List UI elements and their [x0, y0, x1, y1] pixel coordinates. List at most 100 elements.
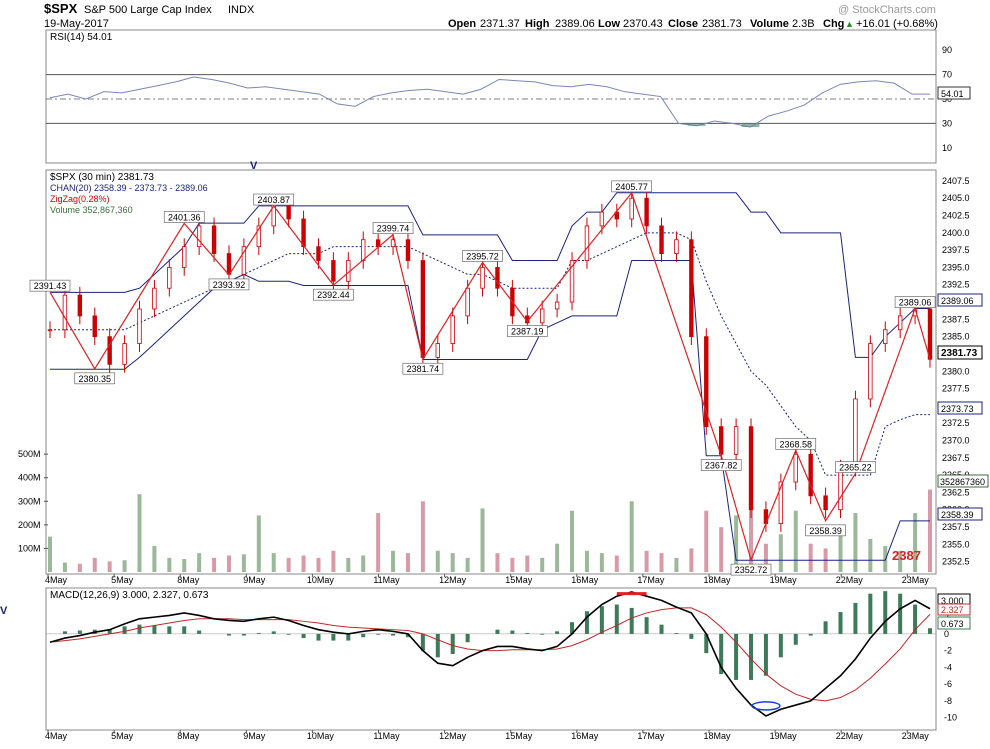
price-bar-body: [361, 239, 366, 261]
histogram-value-box: 0.673: [937, 616, 971, 630]
price-bar-body: [420, 260, 426, 358]
low-label: Low: [598, 18, 620, 30]
macd-histogram-bar: [316, 633, 321, 641]
channel-legend: CHAN(20) 2358.39 - 2373.73 - 2389.06: [50, 183, 208, 193]
price-tick-label: 2372.5: [942, 418, 970, 428]
volume-bar: [570, 510, 575, 572]
macd-highlight-ellipse: [751, 701, 781, 711]
volume-bar: [271, 553, 276, 572]
zigzag-label: 2368.58: [779, 439, 812, 449]
volume-label: Volume: [750, 18, 789, 30]
price-bar-body: [47, 329, 53, 332]
watermark: @ StockCharts.com: [838, 4, 936, 16]
volume-bar: [212, 557, 217, 572]
svg-text:2381.73: 2381.73: [941, 348, 978, 359]
date-tick-label: 23May: [902, 575, 930, 585]
volume-tick-label: 400M: [18, 473, 41, 483]
price-bar-body: [316, 246, 321, 261]
macd-histogram-bar: [614, 604, 619, 634]
volume-bar: [331, 550, 336, 572]
volume-bar: [77, 563, 82, 572]
zigzag-label-box: [163, 211, 205, 223]
zigzag-label-box: [74, 372, 116, 385]
volume-bar: [405, 553, 410, 572]
volume-bar: [659, 553, 664, 572]
date-tick-label: 5May: [111, 731, 134, 741]
price-tick-label: 2380.0: [942, 366, 970, 376]
price-bar-body: [883, 329, 888, 344]
date-tick-label: 11May: [373, 731, 400, 741]
macd-histogram-bar: [808, 633, 813, 636]
price-bar-body: [853, 398, 858, 469]
macd-line: [49, 591, 931, 717]
zigzag-label: 2405.77: [615, 182, 648, 192]
price-tick-label: 2400.0: [942, 228, 970, 238]
macd-tick-label: -8: [944, 696, 952, 706]
price-bar-body: [748, 426, 754, 511]
macd-tick-label: 0: [944, 629, 949, 639]
macd-histogram-bar: [495, 629, 500, 634]
date-tick-label: 17May: [637, 575, 665, 585]
price-bar-body: [226, 253, 232, 275]
zigzag-label-box: [894, 296, 936, 308]
open-value: 2371.37: [480, 18, 520, 30]
date-tick-label: 22May: [836, 575, 864, 585]
volume-value: 2.3B: [792, 18, 815, 30]
svg-text:2373.73: 2373.73: [941, 404, 974, 414]
volume-tick-label: 100M: [18, 543, 41, 553]
price-bar-body: [137, 308, 142, 344]
zigzag-line: [49, 191, 931, 562]
volume-bar: [122, 560, 127, 572]
high-label: High: [525, 18, 550, 30]
zigzag-label: 2365.22: [839, 463, 872, 473]
zigzag-label-box: [402, 362, 444, 375]
svg-text:2389.06: 2389.06: [941, 296, 974, 306]
zigzag-label: 2391.43: [34, 281, 67, 291]
rsi-plot: 9070503010: [46, 45, 952, 153]
volume-bar: [898, 550, 903, 572]
chg-value: +16.01 (+0.68%): [856, 18, 938, 30]
rsi-tick-label: 90: [942, 45, 952, 55]
price-bar-body: [629, 197, 634, 220]
chg-arrow-icon: ▲: [845, 19, 854, 29]
volume-bar: [391, 550, 396, 572]
zigzag-label-box: [611, 180, 652, 193]
date-tick-label: 8May: [177, 731, 200, 741]
zigzag-label-box: [775, 438, 817, 450]
volume-bar: [465, 557, 470, 572]
volume-tick-label: 300M: [18, 496, 41, 506]
date-tick-label: 4May: [45, 575, 68, 585]
date-tick-label: 12May: [439, 575, 467, 585]
price-bar-body: [167, 267, 172, 289]
lower-channel-box: 2358.39: [937, 507, 983, 521]
date-tick-label: 18May: [703, 731, 731, 741]
volume-bar: [853, 513, 858, 572]
rsi-tick-label: 70: [942, 70, 952, 80]
macd-histogram-bar: [122, 626, 127, 634]
volume-bar: [361, 555, 366, 572]
svg-text:2.327: 2.327: [941, 605, 964, 615]
macd-histogram-bar: [599, 606, 604, 634]
date-tick-label: 10May: [307, 575, 335, 585]
price-bar-body: [465, 287, 470, 317]
rsi-oversold-fill: [741, 123, 760, 128]
rsi-panel: [45, 29, 937, 164]
svg-text:54.01: 54.01: [941, 89, 964, 99]
price-bar-body: [301, 218, 306, 248]
macd-tick-label: -2: [944, 646, 952, 656]
zigzag-label: 2389.06: [899, 298, 932, 308]
volume-bar: [510, 557, 515, 572]
rsi-line: [49, 76, 930, 128]
macd-histogram-bar: [152, 625, 157, 634]
macd-histogram-bar: [763, 633, 768, 676]
price-bar-body: [659, 225, 664, 254]
date-tick-label: 15May: [505, 731, 533, 741]
macd-histogram-bar: [376, 633, 381, 635]
date-tick-label: 19May: [770, 731, 798, 741]
price-tick-label: 2397.5: [942, 245, 970, 255]
price-bar-body: [435, 343, 440, 358]
price-bar-body: [897, 315, 903, 331]
exchange: INDX: [228, 4, 255, 16]
date-tick-label: 16May: [571, 731, 599, 741]
